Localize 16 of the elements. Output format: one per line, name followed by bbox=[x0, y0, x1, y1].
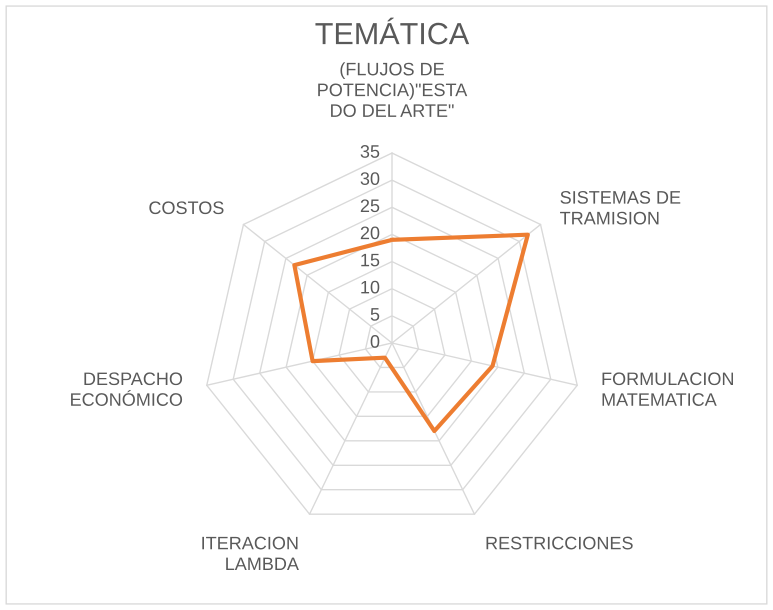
spoke-label: (FLUJOS DE POTENCIA)"ESTA DO DEL ARTE" bbox=[318, 62, 468, 118]
spoke-label: SISTEMAS DE TRAMISION bbox=[560, 190, 680, 225]
y-tick-label: 15 bbox=[361, 254, 380, 266]
y-tick-label: 0 bbox=[370, 335, 380, 348]
spoke-label: DESPACHO ECONÓMICO bbox=[71, 372, 182, 406]
spoke-label: COSTOS bbox=[149, 201, 224, 214]
spoke-label: RESTRICCIONES bbox=[486, 536, 633, 550]
y-tick-label: 5 bbox=[370, 308, 380, 321]
spoke-label: FORMULACION MATEMATICA bbox=[602, 372, 733, 406]
spoke-label: ITERACION LAMBDA bbox=[202, 536, 299, 570]
y-tick-label: 10 bbox=[361, 280, 380, 294]
y-tick-label: 25 bbox=[360, 199, 380, 212]
y-tick-label: 35 bbox=[360, 145, 380, 158]
y-tick-label: 20 bbox=[360, 226, 380, 240]
chart-title: TEMÁTICA bbox=[315, 18, 470, 44]
y-tick-label: 30 bbox=[360, 172, 380, 185]
